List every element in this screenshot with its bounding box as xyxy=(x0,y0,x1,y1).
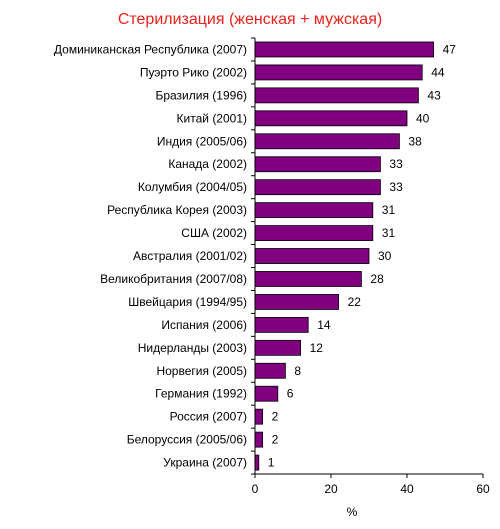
category-label: Норвегия (2005) xyxy=(156,364,247,378)
data-label: 44 xyxy=(431,65,445,79)
bar xyxy=(254,41,435,58)
data-label: 14 xyxy=(317,318,331,332)
data-label: 8 xyxy=(294,364,301,378)
data-label: 33 xyxy=(389,157,403,171)
category-label: Россия (2007) xyxy=(170,410,247,424)
data-label: 1 xyxy=(268,456,275,470)
category-label: Канада (2002) xyxy=(168,157,247,171)
bar xyxy=(254,408,263,425)
data-label: 31 xyxy=(382,203,396,217)
category-label: Австралия (2001/02) xyxy=(133,249,247,263)
category-label: Индия (2005/06) xyxy=(157,134,247,148)
category-label: Колумбия (2004/05) xyxy=(138,180,247,194)
data-label: 47 xyxy=(443,42,457,56)
bar xyxy=(254,339,301,356)
data-label: 28 xyxy=(370,272,384,286)
x-tick-label: 20 xyxy=(324,482,338,496)
data-label: 33 xyxy=(389,180,403,194)
category-label: Китай (2001) xyxy=(177,111,247,125)
category-label: Нидерланды (2003) xyxy=(138,341,247,355)
x-tick-label: 60 xyxy=(476,482,490,496)
data-label: 43 xyxy=(427,88,441,102)
bar xyxy=(254,179,381,196)
bar xyxy=(254,316,309,333)
category-label: Доминиканская Республика (2007) xyxy=(54,42,247,56)
category-label: США (2002) xyxy=(181,226,247,240)
category-label: Швейцария (1994/95) xyxy=(128,295,247,309)
bar xyxy=(254,362,286,379)
bar xyxy=(254,454,260,471)
bar xyxy=(254,431,263,448)
bar xyxy=(254,156,381,173)
chart-title: Стерилизация (женская + мужская) xyxy=(118,11,382,28)
data-label: 22 xyxy=(348,295,362,309)
bar xyxy=(254,202,374,219)
data-label: 30 xyxy=(378,249,392,263)
category-label: Белоруссия (2005/06) xyxy=(127,433,247,447)
bar xyxy=(254,87,419,104)
x-axis-label: % xyxy=(347,505,358,519)
bar xyxy=(254,225,374,241)
bar xyxy=(254,385,279,402)
data-label: 31 xyxy=(382,226,396,240)
bar xyxy=(254,110,408,127)
data-label: 2 xyxy=(272,410,279,424)
bar xyxy=(254,64,423,81)
data-label: 38 xyxy=(408,134,422,148)
category-label: Украина (2007) xyxy=(163,456,247,470)
x-tick-label: 40 xyxy=(400,482,414,496)
data-label: 12 xyxy=(310,341,324,355)
x-tick-label: 0 xyxy=(252,482,259,496)
data-label: 2 xyxy=(272,433,279,447)
bar xyxy=(254,294,339,310)
bar xyxy=(254,133,400,150)
category-label: Республика Корея (2003) xyxy=(107,203,247,217)
data-label: 40 xyxy=(416,111,430,125)
category-label: Бразилия (1996) xyxy=(155,88,247,102)
bar xyxy=(254,248,370,264)
category-label: Пуэрто Рико (2002) xyxy=(140,65,247,79)
bar xyxy=(254,271,362,287)
data-label: 6 xyxy=(287,387,294,401)
category-label: Германия (1992) xyxy=(155,387,247,401)
category-label: Великобритания (2007/08) xyxy=(100,272,247,286)
category-label: Испания (2006) xyxy=(161,318,247,332)
